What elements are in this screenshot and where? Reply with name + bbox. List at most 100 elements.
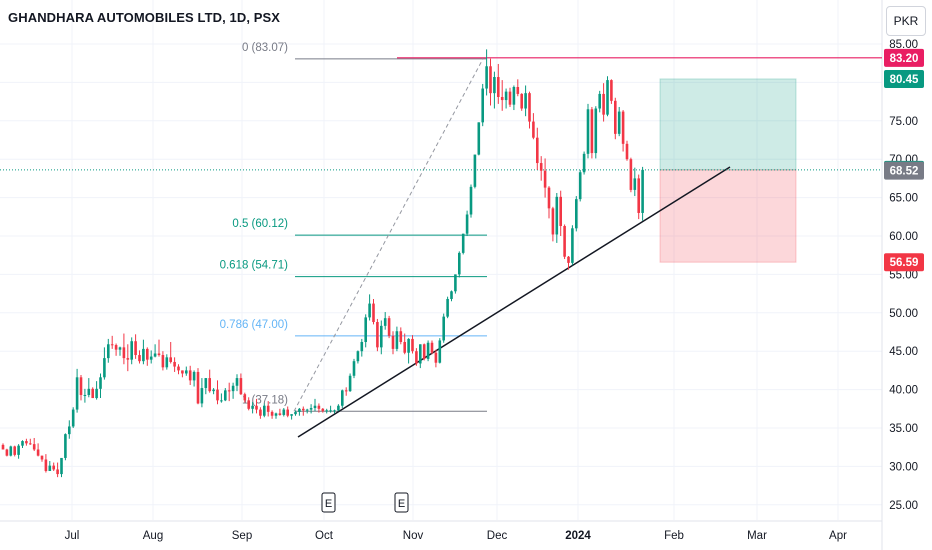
candle-body	[227, 390, 231, 392]
candle-body	[44, 459, 48, 472]
candle-body	[305, 409, 309, 411]
candle-body	[539, 163, 543, 171]
candle-body	[83, 394, 87, 396]
candle-body	[75, 377, 79, 410]
candle-body	[29, 443, 32, 445]
candle-body	[309, 408, 313, 410]
candle-body	[282, 409, 286, 415]
price-tick-label: 50.00	[889, 308, 918, 320]
time-tick-label: Oct	[315, 530, 334, 542]
candle-body	[481, 88, 484, 123]
candle-body	[329, 410, 332, 412]
price-tick-label: 65.00	[889, 193, 918, 205]
candle-body	[465, 214, 469, 234]
candle-body	[348, 375, 352, 392]
candle-body	[403, 341, 406, 353]
price-tick-label: 35.00	[889, 423, 918, 435]
candle-body	[493, 77, 496, 94]
candle-body	[212, 389, 215, 392]
candle-body	[477, 122, 481, 155]
candle-body	[302, 408, 305, 411]
candle-body	[153, 353, 157, 357]
candle-body	[259, 409, 262, 416]
candle-body	[368, 303, 371, 318]
candle-body	[99, 377, 102, 389]
price-tick-label: 60.00	[889, 231, 918, 243]
candle-body	[95, 388, 98, 399]
price-label: 80.45	[890, 74, 919, 86]
candle-body	[87, 388, 91, 395]
candle-body	[602, 93, 605, 115]
candle-body	[134, 341, 137, 356]
candle-body	[21, 441, 24, 446]
candle-body	[278, 413, 282, 415]
candle-body	[594, 108, 598, 154]
price-tick-label: 75.00	[889, 116, 918, 128]
candle-body	[9, 446, 13, 456]
candle-body	[438, 340, 442, 363]
candle-body	[325, 410, 328, 412]
candle-body	[582, 153, 586, 173]
time-tick-label: Dec	[487, 530, 508, 542]
profit-zone	[659, 78, 797, 171]
candle-body	[575, 199, 578, 229]
candle-body	[407, 338, 410, 353]
candle-body	[177, 366, 180, 371]
candle-body	[169, 357, 172, 362]
candle-body	[360, 341, 364, 352]
candle-body	[395, 331, 399, 349]
candle-body	[13, 446, 16, 455]
candle-body	[91, 388, 94, 399]
candle-body	[192, 371, 196, 381]
candle-body	[114, 345, 118, 350]
candle-body	[255, 405, 258, 410]
candle-body	[337, 405, 340, 411]
candle-body	[364, 317, 367, 342]
candle-body	[516, 87, 520, 94]
candle-body	[387, 318, 391, 336]
currency-button[interactable]: PKR	[886, 6, 926, 36]
time-tick-label: Sep	[232, 530, 252, 542]
candle-body	[196, 371, 200, 404]
candle-body	[251, 405, 254, 409]
candle-body	[200, 388, 204, 404]
price-tick-label: 55.00	[889, 269, 918, 281]
candle-body	[208, 378, 211, 392]
candle-body	[454, 274, 457, 292]
candle-body	[321, 408, 325, 412]
candle-body	[52, 465, 55, 470]
earnings-marker-label: E	[398, 498, 405, 510]
candle-body	[458, 252, 461, 275]
candle-body	[344, 390, 348, 392]
candle-body	[122, 347, 126, 359]
symbol-title: GHANDHARA AUTOMOBILES LTD, 1D, PSX	[8, 10, 281, 25]
time-tick-label: Apr	[829, 530, 847, 542]
candle-body	[532, 121, 535, 138]
candle-body	[64, 434, 67, 458]
candle-body	[247, 400, 250, 409]
candle-body	[461, 233, 465, 253]
candle-body	[56, 469, 59, 475]
fib-trend-line	[293, 58, 484, 412]
candle-body	[555, 196, 559, 235]
candle-body	[36, 449, 40, 456]
fib-level-label: 0 (83.07)	[242, 42, 288, 54]
candle-body	[107, 344, 110, 359]
candle-body	[5, 449, 9, 456]
candle-body	[270, 411, 274, 416]
loss-zone	[659, 169, 797, 263]
candle-body	[563, 226, 566, 257]
candle-body	[130, 341, 133, 360]
candle-body	[551, 208, 555, 235]
candle-body	[243, 394, 247, 401]
candle-body	[274, 413, 278, 416]
fib-level-label: 0.618 (54.71)	[220, 260, 289, 272]
candle-body	[567, 256, 570, 263]
candle-body	[204, 378, 208, 389]
candle-body	[118, 347, 122, 350]
candle-body	[25, 441, 28, 444]
candle-body	[185, 370, 188, 374]
candle-body	[434, 352, 438, 363]
candle-body	[578, 172, 582, 200]
